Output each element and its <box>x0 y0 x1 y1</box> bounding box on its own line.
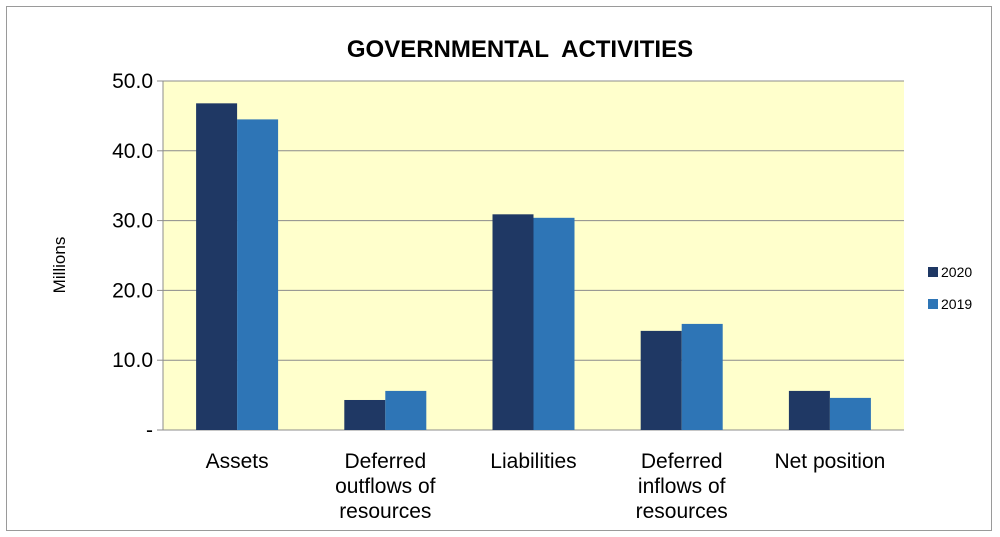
bar-2020-2 <box>492 214 534 430</box>
legend-label: 2019 <box>941 296 972 312</box>
y-tick-label: 10.0 <box>112 349 153 372</box>
bar-2019-3 <box>681 323 723 430</box>
y-tick-label: 30.0 <box>112 210 153 233</box>
chart-title: GOVERNMENTAL ACTIVITIES <box>347 36 693 63</box>
bar-2020-4 <box>788 390 830 430</box>
bar-2019-0 <box>237 119 279 430</box>
bar-2020-1 <box>344 399 386 430</box>
legend-label: 2020 <box>941 264 972 280</box>
chart-frame: GOVERNMENTAL ACTIVITIES - 10.0 20.0 30.0 40.… <box>6 6 992 531</box>
x-category-label: Liabilities <box>490 450 576 473</box>
legend: 2020 2019 <box>928 264 972 312</box>
x-category-label: inflows of <box>638 475 726 498</box>
bar-2020-3 <box>640 330 682 430</box>
bar-2019-2 <box>533 217 575 430</box>
bar-2019-4 <box>829 397 871 430</box>
bars <box>196 103 871 430</box>
chart-svg: GOVERNMENTAL ACTIVITIES - 10.0 20.0 30.0 40.… <box>50 36 972 523</box>
legend-swatch-2020 <box>928 267 938 277</box>
bar-2020-0 <box>196 103 238 430</box>
x-category-label: resources <box>339 500 431 523</box>
y-tick-label: 50.0 <box>112 70 153 93</box>
x-category-label: Net position <box>774 450 885 473</box>
y-axis-ticks: - 10.0 20.0 30.0 40.0 50.0 <box>112 70 153 442</box>
x-category-label: outflows of <box>335 475 436 498</box>
x-category-label: Assets <box>206 450 269 473</box>
bar-2019-1 <box>385 390 427 430</box>
y-tick-label: - <box>146 419 153 442</box>
x-category-label: Deferred <box>641 450 723 473</box>
y-tick-label: 40.0 <box>112 140 153 163</box>
x-category-label: Deferred <box>344 450 426 473</box>
legend-swatch-2019 <box>928 299 938 309</box>
y-axis-label: Millions <box>50 237 69 294</box>
x-category-label: resources <box>636 500 728 523</box>
y-tick-label: 20.0 <box>112 279 153 302</box>
